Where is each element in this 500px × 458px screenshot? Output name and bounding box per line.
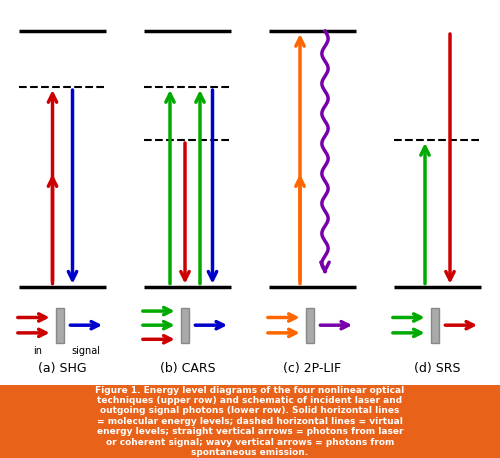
Text: in: in [33,346,42,356]
Bar [56,308,64,343]
Bar [431,308,439,343]
Text: (a) SHG: (a) SHG [38,362,87,375]
Text: signal: signal [72,346,101,356]
Bar [181,308,189,343]
Text: (b) CARS: (b) CARS [160,362,216,375]
Text: Figure 1. Energy level diagrams of the four nonlinear optical
techniques (upper : Figure 1. Energy level diagrams of the f… [96,386,405,457]
Text: (d) SRS: (d) SRS [414,362,461,375]
Bar [306,308,314,343]
Text: (c) 2P-LIF: (c) 2P-LIF [284,362,342,375]
